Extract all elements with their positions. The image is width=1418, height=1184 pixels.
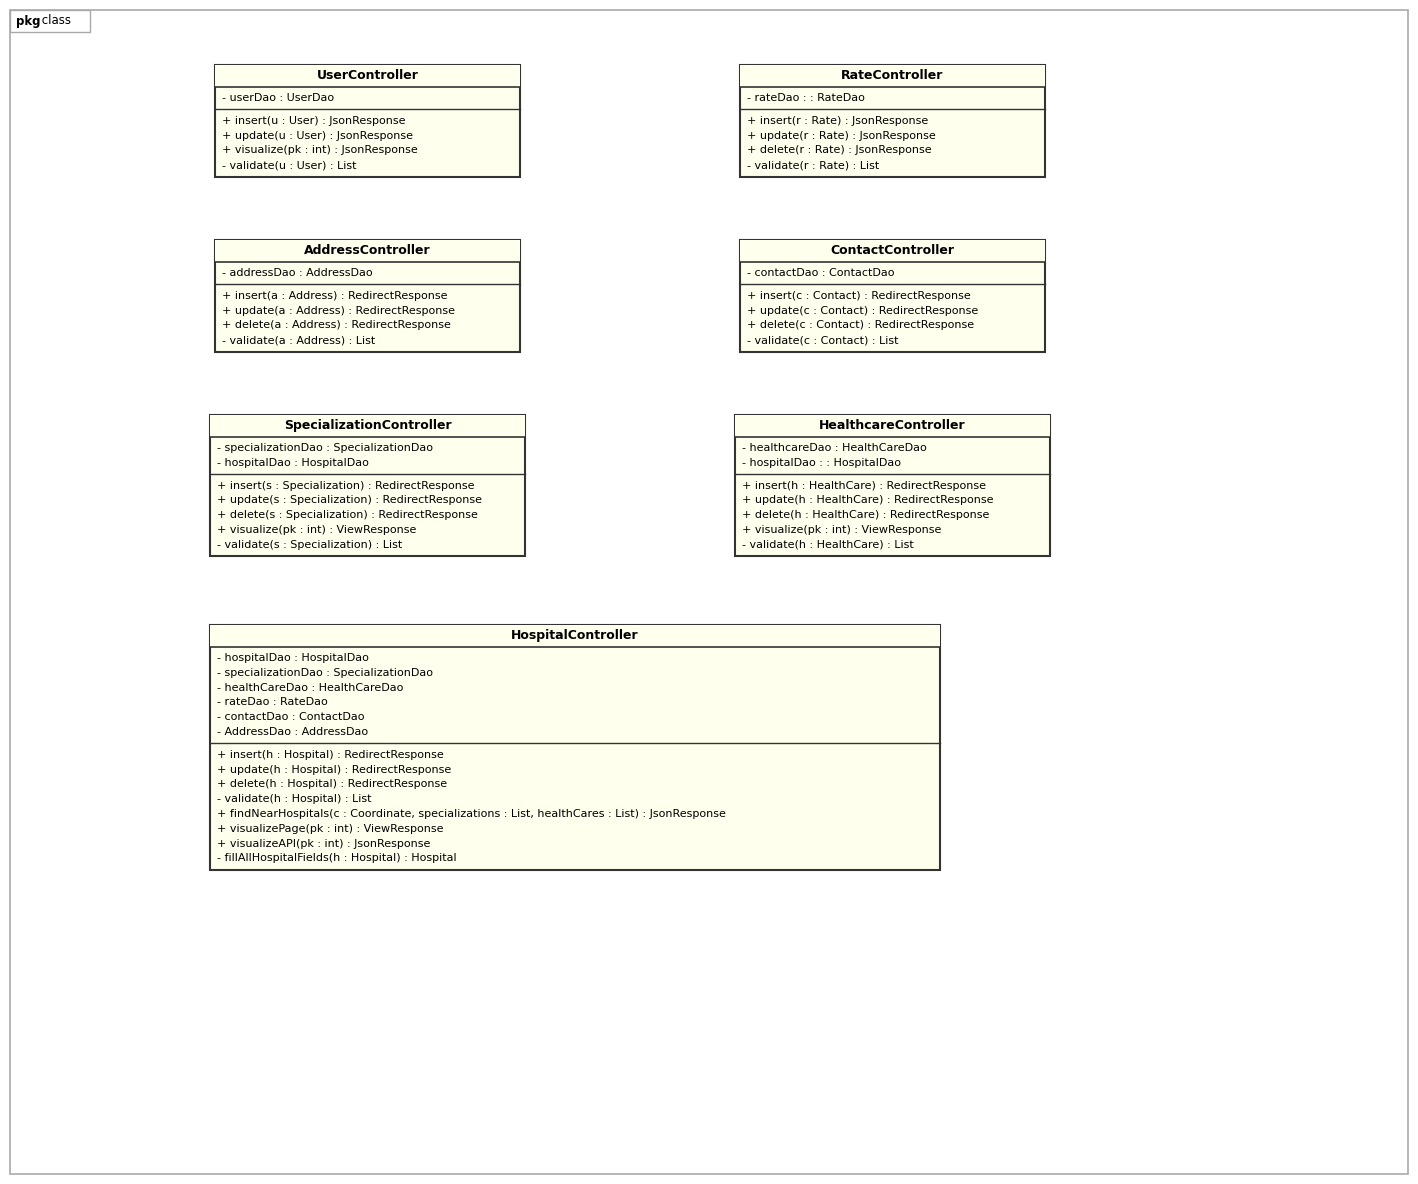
Text: - validate(h : HealthCare) : List: - validate(h : HealthCare) : List (742, 540, 913, 549)
Text: AddressController: AddressController (305, 244, 431, 257)
Text: HealthcareController: HealthcareController (820, 419, 966, 432)
Text: + insert(r : Rate) : JsonResponse: + insert(r : Rate) : JsonResponse (747, 116, 929, 126)
Text: pkg: pkg (16, 14, 41, 27)
Bar (210, 625, 940, 646)
Bar (210, 416, 525, 437)
Text: + update(h : HealthCare) : RedirectResponse: + update(h : HealthCare) : RedirectRespo… (742, 495, 994, 506)
Text: + delete(s : Specialization) : RedirectResponse: + delete(s : Specialization) : RedirectR… (217, 510, 478, 520)
Text: class: class (38, 14, 71, 27)
Text: + visualize(pk : int) : JsonResponse: + visualize(pk : int) : JsonResponse (223, 146, 418, 155)
Bar (740, 240, 1045, 352)
Text: - userDao : UserDao: - userDao : UserDao (223, 94, 335, 103)
Text: + visualize(pk : int) : ViewResponse: + visualize(pk : int) : ViewResponse (217, 525, 417, 535)
Text: + update(r : Rate) : JsonResponse: + update(r : Rate) : JsonResponse (747, 130, 936, 141)
Text: - hospitalDao : HospitalDao: - hospitalDao : HospitalDao (217, 654, 369, 663)
Text: - AddressDao : AddressDao: - AddressDao : AddressDao (217, 727, 369, 736)
Bar (740, 65, 1045, 86)
Text: + delete(r : Rate) : JsonResponse: + delete(r : Rate) : JsonResponse (747, 146, 932, 155)
Text: - fillAllHospitalFields(h : Hospital) : Hospital: - fillAllHospitalFields(h : Hospital) : … (217, 854, 457, 863)
Text: + insert(u : User) : JsonResponse: + insert(u : User) : JsonResponse (223, 116, 406, 126)
Text: - healthCareDao : HealthCareDao: - healthCareDao : HealthCareDao (217, 683, 403, 693)
Bar (216, 240, 520, 352)
Text: + findNearHospitals(c : Coordinate, specializations : List, healthCares : List) : + findNearHospitals(c : Coordinate, spec… (217, 809, 726, 819)
Text: - validate(h : Hospital) : List: - validate(h : Hospital) : List (217, 794, 372, 804)
Text: UserController: UserController (316, 70, 418, 83)
Text: SpecializationController: SpecializationController (284, 419, 451, 432)
Text: + delete(c : Contact) : RedirectResponse: + delete(c : Contact) : RedirectResponse (747, 321, 974, 330)
Text: - contactDao : ContactDao: - contactDao : ContactDao (217, 713, 364, 722)
Bar (216, 65, 520, 176)
Bar (740, 65, 1045, 176)
Text: - validate(u : User) : List: - validate(u : User) : List (223, 160, 356, 170)
Text: + insert(s : Specialization) : RedirectResponse: + insert(s : Specialization) : RedirectR… (217, 481, 475, 490)
Text: + update(c : Contact) : RedirectResponse: + update(c : Contact) : RedirectResponse (747, 305, 978, 316)
Text: HospitalController: HospitalController (510, 630, 640, 642)
Bar (210, 416, 525, 556)
Text: - rateDao : RateDao: - rateDao : RateDao (217, 697, 328, 707)
Text: + visualizePage(pk : int) : ViewResponse: + visualizePage(pk : int) : ViewResponse (217, 824, 444, 834)
Text: - validate(a : Address) : List: - validate(a : Address) : List (223, 335, 376, 346)
Bar (216, 240, 520, 262)
Text: + visualizeAPI(pk : int) : JsonResponse: + visualizeAPI(pk : int) : JsonResponse (217, 838, 431, 849)
Text: - rateDao : : RateDao: - rateDao : : RateDao (747, 94, 865, 103)
Text: + update(h : Hospital) : RedirectResponse: + update(h : Hospital) : RedirectRespons… (217, 765, 451, 774)
Bar (740, 240, 1045, 262)
Text: - healthcareDao : HealthCareDao: - healthcareDao : HealthCareDao (742, 443, 927, 453)
Text: + update(u : User) : JsonResponse: + update(u : User) : JsonResponse (223, 130, 413, 141)
Text: - specializationDao : SpecializationDao: - specializationDao : SpecializationDao (217, 443, 432, 453)
Text: + delete(h : HealthCare) : RedirectResponse: + delete(h : HealthCare) : RedirectRespo… (742, 510, 990, 520)
Bar (210, 625, 940, 870)
Text: + delete(a : Address) : RedirectResponse: + delete(a : Address) : RedirectResponse (223, 321, 451, 330)
Text: - validate(c : Contact) : List: - validate(c : Contact) : List (747, 335, 899, 346)
Text: - addressDao : AddressDao: - addressDao : AddressDao (223, 268, 373, 278)
Text: + insert(a : Address) : RedirectResponse: + insert(a : Address) : RedirectResponse (223, 291, 448, 301)
Bar (216, 65, 520, 86)
Text: - contactDao : ContactDao: - contactDao : ContactDao (747, 268, 895, 278)
Text: + update(a : Address) : RedirectResponse: + update(a : Address) : RedirectResponse (223, 305, 455, 316)
Text: + visualize(pk : int) : ViewResponse: + visualize(pk : int) : ViewResponse (742, 525, 942, 535)
Text: + insert(c : Contact) : RedirectResponse: + insert(c : Contact) : RedirectResponse (747, 291, 971, 301)
Bar (735, 416, 1049, 556)
Bar (735, 416, 1049, 437)
Text: - validate(s : Specialization) : List: - validate(s : Specialization) : List (217, 540, 403, 549)
Text: - validate(r : Rate) : List: - validate(r : Rate) : List (747, 160, 879, 170)
Text: ContactController: ContactController (831, 244, 954, 257)
Text: + update(s : Specialization) : RedirectResponse: + update(s : Specialization) : RedirectR… (217, 495, 482, 506)
Text: + insert(h : HealthCare) : RedirectResponse: + insert(h : HealthCare) : RedirectRespo… (742, 481, 986, 490)
Text: + insert(h : Hospital) : RedirectResponse: + insert(h : Hospital) : RedirectRespons… (217, 749, 444, 760)
Text: RateController: RateController (841, 70, 944, 83)
Text: - hospitalDao : : HospitalDao: - hospitalDao : : HospitalDao (742, 458, 900, 468)
Text: - specializationDao : SpecializationDao: - specializationDao : SpecializationDao (217, 668, 432, 677)
Text: - hospitalDao : HospitalDao: - hospitalDao : HospitalDao (217, 458, 369, 468)
Bar (10, 9, 89, 32)
Text: + delete(h : Hospital) : RedirectResponse: + delete(h : Hospital) : RedirectRespons… (217, 779, 447, 790)
